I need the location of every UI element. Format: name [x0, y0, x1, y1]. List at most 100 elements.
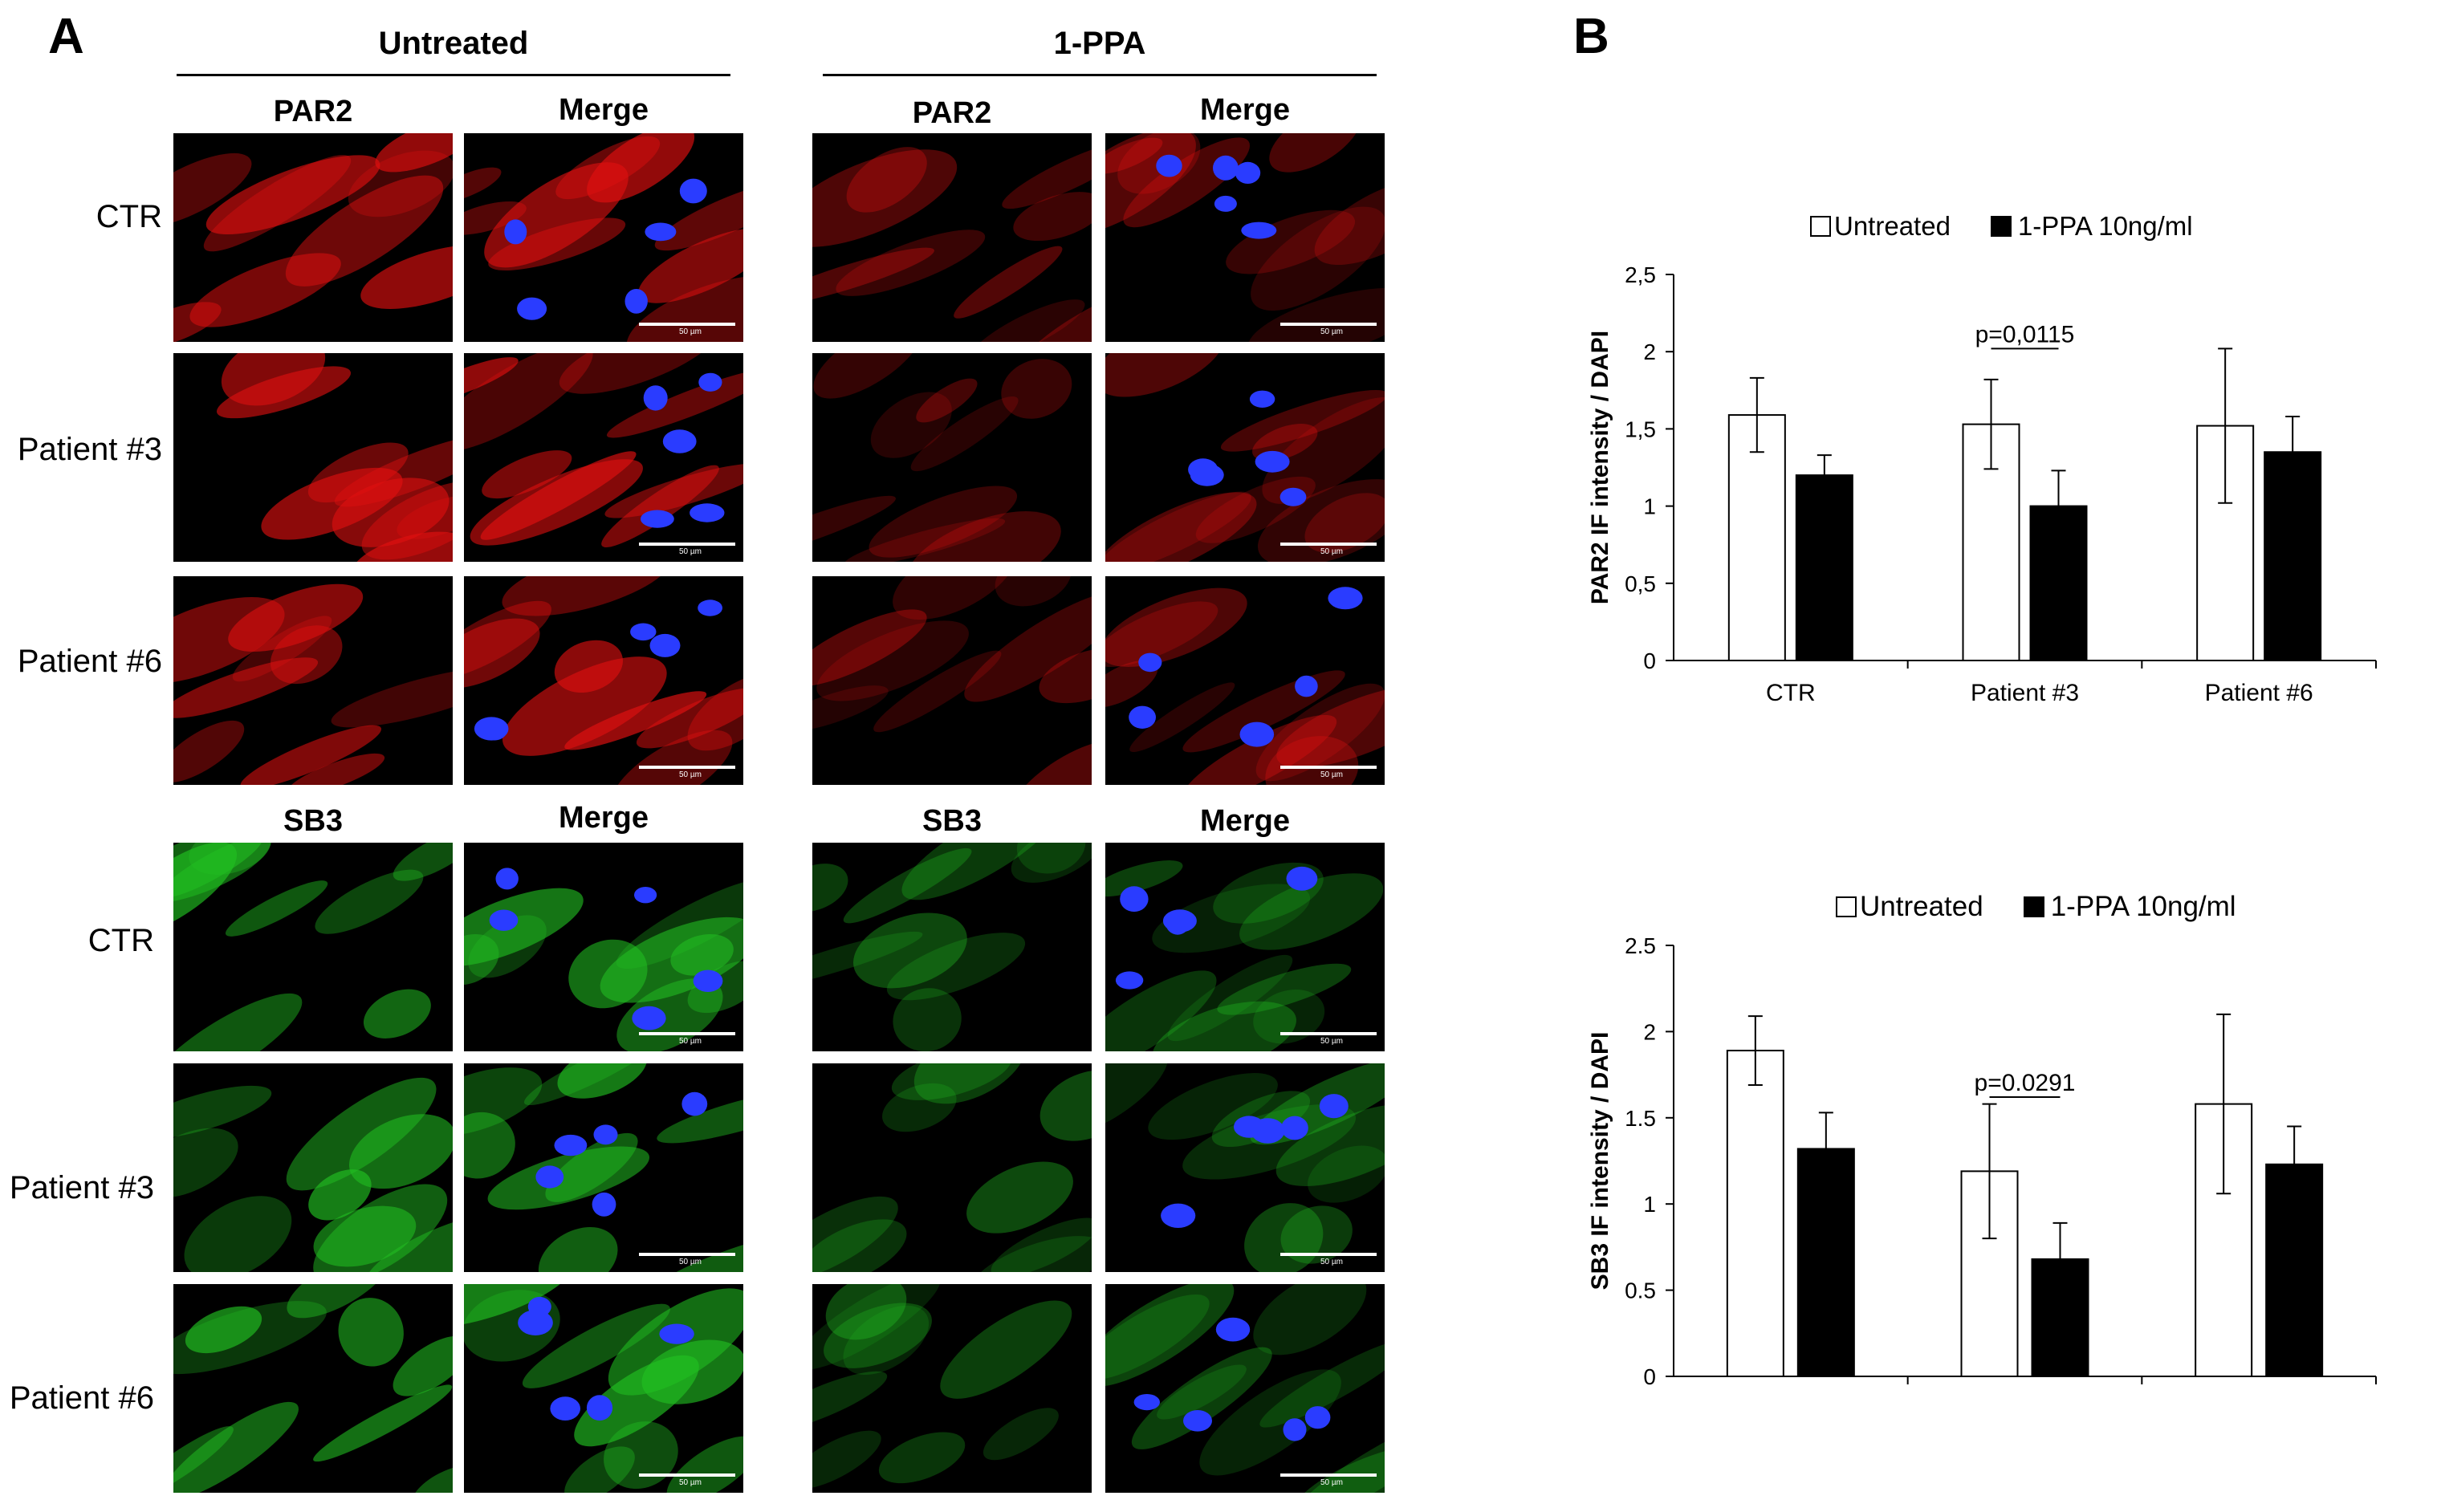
scale-bar-label: 50 µm — [1320, 547, 1343, 556]
legend-label-1ppa: 1-PPA 10ng/ml — [2017, 211, 2193, 241]
row-label-patient6-sb3: Patient #6 — [9, 1380, 154, 1416]
scale-bar — [639, 543, 735, 546]
y-tick-label: 1.5 — [1625, 1106, 1656, 1131]
legend-swatch-1ppa — [2023, 896, 2044, 917]
scale-bar-label: 50 µm — [679, 547, 702, 556]
bar-untreated-ctr — [1727, 414, 1786, 661]
y-tick-label: 2 — [1643, 1019, 1656, 1044]
row-label-patient3-sb3: Patient #3 — [9, 1170, 154, 1205]
micrograph-par2-patient6-single-1ppa — [812, 576, 1092, 785]
col-header-sb3-1ppa: SB3 — [922, 804, 982, 838]
micrograph-sb3-patient6-single-1ppa — [812, 1284, 1092, 1493]
row-label-patient6-par2: Patient #6 — [17, 644, 162, 679]
legend-label-untreated: Untreated — [1834, 211, 1951, 241]
group-divider-1ppa — [823, 74, 1377, 76]
micrograph-sb3-patient3-merge-untreated: 50 µm — [464, 1063, 743, 1272]
micrograph-sb3-ctr-single-untreated — [173, 843, 453, 1051]
col-header-merge-sb3-untreated: Merge — [559, 801, 649, 835]
col-header-merge-untreated: Merge — [559, 93, 649, 127]
scale-bar-label: 50 µm — [679, 1478, 702, 1487]
y-tick-label: 1 — [1643, 494, 1656, 519]
micrograph-par2-patient6-merge-untreated: 50 µm — [464, 576, 743, 785]
scale-bar-label: 50 µm — [679, 1037, 702, 1046]
sb3-chart-legend: Untreated 1-PPA 10ng/ml — [1836, 891, 2236, 923]
micrograph-par2-patient3-merge-1ppa: 50 µm — [1105, 353, 1385, 562]
scale-bar — [1280, 1032, 1377, 1035]
micrograph-sb3-patient3-single-1ppa — [812, 1063, 1092, 1272]
bar-1ppa-ctr — [1795, 474, 1853, 661]
y-tick-label: 1 — [1643, 1192, 1656, 1217]
row-label-patient3-par2: Patient #3 — [17, 432, 162, 467]
micrograph-par2-ctr-single-untreated — [173, 133, 453, 342]
scale-bar — [1280, 1473, 1377, 1477]
scale-bar-label: 50 µm — [679, 1258, 702, 1266]
legend-swatch-untreated — [1810, 216, 1831, 237]
scale-bar — [1280, 1253, 1377, 1256]
scale-bar — [639, 1473, 735, 1477]
bar-untreated-ctr — [1726, 1050, 1784, 1377]
scale-bar-label: 50 µm — [1320, 770, 1343, 779]
micrograph-sb3-ctr-merge-1ppa: 50 µm — [1105, 843, 1385, 1051]
col-header-merge-sb3-1ppa: Merge — [1200, 804, 1290, 838]
par2-bar-chart: 0 0,5 1 1,5 2 2,5 PAR2 IF intensity / DAPI CTR P… — [1587, 262, 2377, 706]
x-tick-label: CTR — [1766, 680, 1816, 706]
micrograph-sb3-ctr-merge-untreated: 50 µm — [464, 843, 743, 1051]
row-label-ctr-sb3: CTR — [87, 923, 154, 958]
x-tick-label: Patient #3 — [1971, 680, 2079, 706]
micrograph-par2-ctr-merge-1ppa: 50 µm — [1105, 133, 1385, 342]
micrograph-par2-patient3-single-1ppa — [812, 353, 1092, 562]
y-tick-label: 2,5 — [1625, 262, 1656, 287]
micrograph-par2-patient3-single-untreated — [173, 353, 453, 562]
scale-bar-label: 50 µm — [1320, 1037, 1343, 1046]
col-header-merge-1ppa: Merge — [1200, 93, 1290, 127]
micrograph-sb3-ctr-single-1ppa — [812, 843, 1092, 1051]
col-header-par2-untreated: PAR2 — [273, 95, 353, 128]
y-tick-label: 2 — [1643, 339, 1656, 364]
scale-bar — [1280, 323, 1377, 326]
group-divider-untreated — [177, 74, 730, 76]
x-tick-label: Patient #6 — [2205, 680, 2313, 706]
y-tick-label: 0 — [1643, 1364, 1656, 1389]
scale-bar-label: 50 µm — [1320, 1258, 1343, 1266]
y-tick-label: 2.5 — [1625, 933, 1656, 958]
scale-bar — [1280, 543, 1377, 546]
scale-bar-label: 50 µm — [1320, 1478, 1343, 1487]
scale-bar — [639, 1032, 735, 1035]
micrograph-par2-patient6-merge-1ppa: 50 µm — [1105, 576, 1385, 785]
micrograph-sb3-patient6-merge-untreated: 50 µm — [464, 1284, 743, 1493]
legend-swatch-1ppa — [1990, 216, 2012, 237]
col-header-sb3-untreated: SB3 — [283, 804, 343, 838]
y-tick-label: 0,5 — [1625, 571, 1656, 596]
y-axis-title: PAR2 IF intensity / DAPI — [1587, 331, 1613, 604]
p-value-annotation: p=0.0291 — [1975, 1070, 2076, 1096]
panel-a-label: A — [48, 9, 84, 64]
scale-bar — [639, 766, 735, 769]
micrograph-sb3-patient6-merge-1ppa: 50 µm — [1105, 1284, 1385, 1493]
par2-chart-legend: Untreated 1-PPA 10ng/ml — [1810, 210, 2193, 242]
legend-label-1ppa: 1-PPA 10ng/ml — [2050, 891, 2236, 922]
row-label-ctr-par2: CTR — [96, 199, 162, 234]
scale-bar — [1280, 766, 1377, 769]
group-header-1ppa: 1-PPA — [1053, 26, 1146, 61]
micrograph-par2-patient6-single-untreated — [173, 576, 453, 785]
micrograph-par2-ctr-single-1ppa — [812, 133, 1092, 342]
scale-bar — [639, 323, 735, 326]
panel-b-label: B — [1573, 9, 1609, 64]
p-value-annotation: p=0,0115 — [1975, 321, 2075, 348]
micrograph-sb3-patient6-single-untreated — [173, 1284, 453, 1493]
micrograph-par2-patient3-merge-untreated: 50 µm — [464, 353, 743, 562]
y-tick-label: 1,5 — [1625, 417, 1656, 441]
y-tick-label: 0 — [1643, 648, 1656, 673]
y-tick-label: 0.5 — [1625, 1278, 1656, 1303]
micrograph-par2-ctr-merge-untreated: 50 µm — [464, 133, 743, 342]
group-header-untreated: Untreated — [378, 26, 529, 61]
scale-bar — [639, 1253, 735, 1256]
col-header-par2-1ppa: PAR2 — [912, 96, 992, 130]
legend-label-untreated: Untreated — [1860, 891, 1983, 922]
y-axis-title: SB3 IF intensity / DAPI — [1587, 1032, 1613, 1290]
legend-swatch-untreated — [1836, 896, 1857, 917]
scale-bar-label: 50 µm — [679, 327, 702, 336]
scale-bar-label: 50 µm — [679, 770, 702, 779]
micrograph-sb3-patient3-single-untreated — [173, 1063, 453, 1272]
